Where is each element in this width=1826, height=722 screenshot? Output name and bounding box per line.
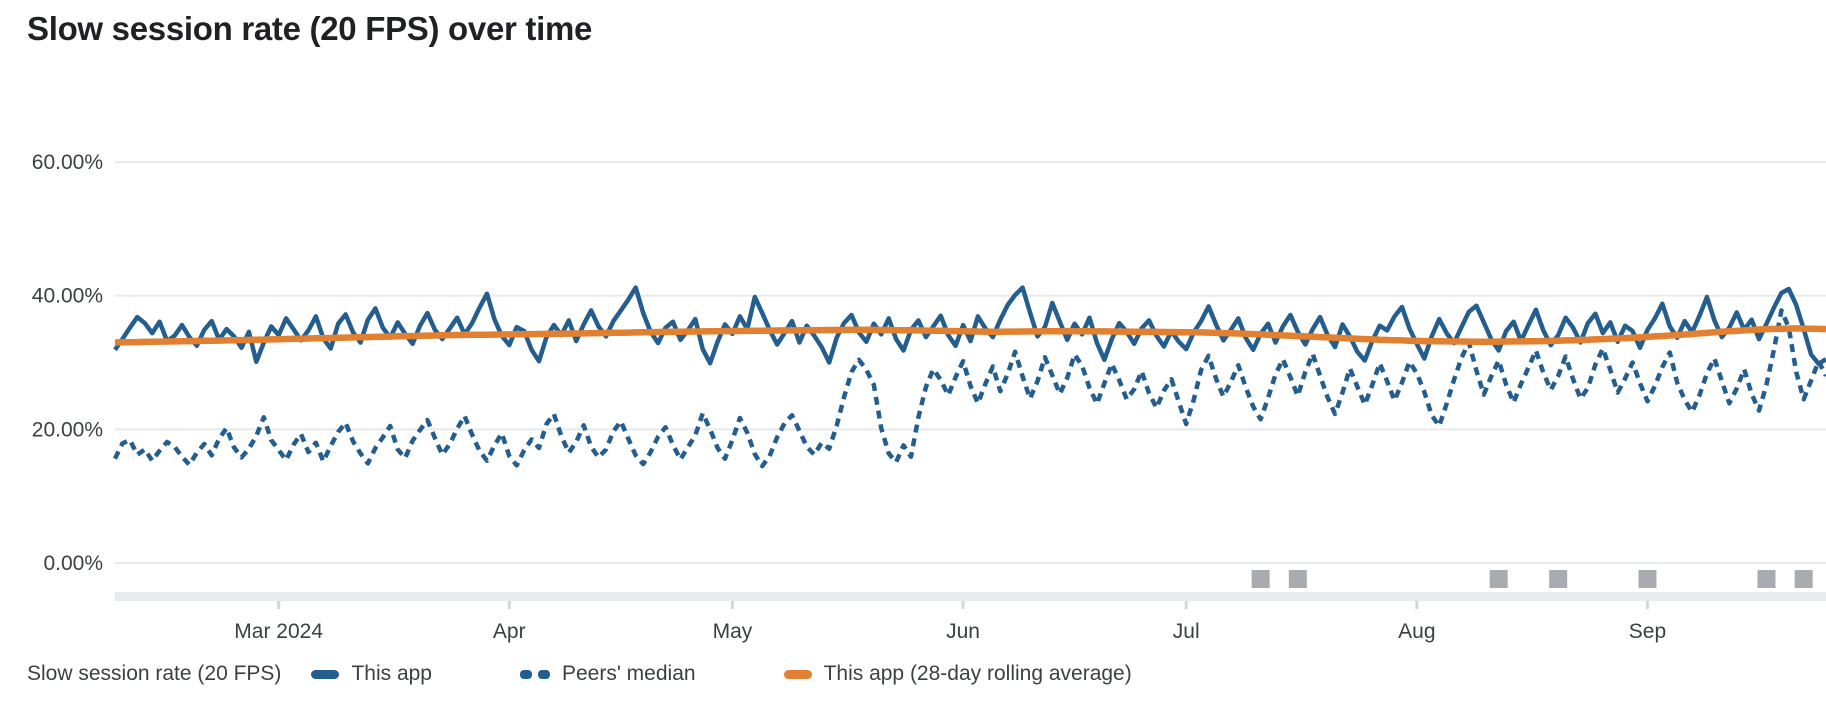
chart-legend: Slow session rate (20 FPS) This app Peer… <box>27 656 1220 692</box>
page-title: Slow session rate (20 FPS) over time <box>27 10 593 47</box>
series-line-peers-median <box>112 308 1826 469</box>
chart-area: 0.00% 20.00% 40.00% 60.00% Mar 2024 Apr May Jun… <box>0 90 1826 650</box>
x-tick <box>1184 601 1188 609</box>
series-line-rolling-average <box>114 325 1826 346</box>
x-tick-label: Jul <box>1173 620 1200 643</box>
release-marker[interactable] <box>1288 570 1307 588</box>
x-tick-label: Apr <box>493 620 526 643</box>
x-tick-label: Jun <box>946 620 980 643</box>
release-marker[interactable] <box>1549 570 1568 588</box>
y-axis-label: 40.00% <box>32 285 103 308</box>
solid-line-swatch-icon <box>311 669 340 679</box>
x-tick <box>1415 601 1419 609</box>
x-tick <box>961 601 965 609</box>
legend-metric-label: Slow session rate (20 FPS) <box>27 662 282 685</box>
y-axis-label: 60.00% <box>32 151 103 174</box>
x-tick <box>507 601 511 609</box>
release-marker[interactable] <box>1489 570 1508 588</box>
x-tick-label: Mar 2024 <box>234 620 323 643</box>
legend-item-label: This app (28-day rolling average) <box>823 662 1132 685</box>
chart-svg[interactable]: 0.00% 20.00% 40.00% 60.00% Mar 2024 Apr May Jun… <box>0 90 1826 650</box>
x-tick <box>1645 601 1649 609</box>
x-tick <box>277 601 281 609</box>
release-marker[interactable] <box>1251 570 1270 588</box>
legend-item-peers-median: Peers' median <box>519 662 696 686</box>
y-axis-label: 0.00% <box>43 552 103 575</box>
legend-item-label: This app <box>351 662 432 685</box>
x-axis-band <box>115 592 1826 601</box>
release-marker[interactable] <box>1638 570 1657 588</box>
x-tick <box>730 601 734 609</box>
legend-item-label: Peers' median <box>561 662 696 685</box>
x-tick-label: May <box>713 620 753 643</box>
series-line-this-app <box>113 285 1826 367</box>
legend-item-this-app: This app <box>311 662 432 686</box>
y-axis-label: 20.00% <box>32 418 103 441</box>
legend-item-rolling-average: This app (28-day rolling average) <box>783 662 1132 686</box>
release-marker[interactable] <box>1757 570 1776 588</box>
rolling-average-swatch-icon <box>783 669 812 679</box>
dashed-line-swatch-icon <box>519 669 550 679</box>
x-tick-label: Sep <box>1629 620 1666 643</box>
release-marker[interactable] <box>1794 570 1813 588</box>
x-tick-label: Aug <box>1398 620 1435 643</box>
